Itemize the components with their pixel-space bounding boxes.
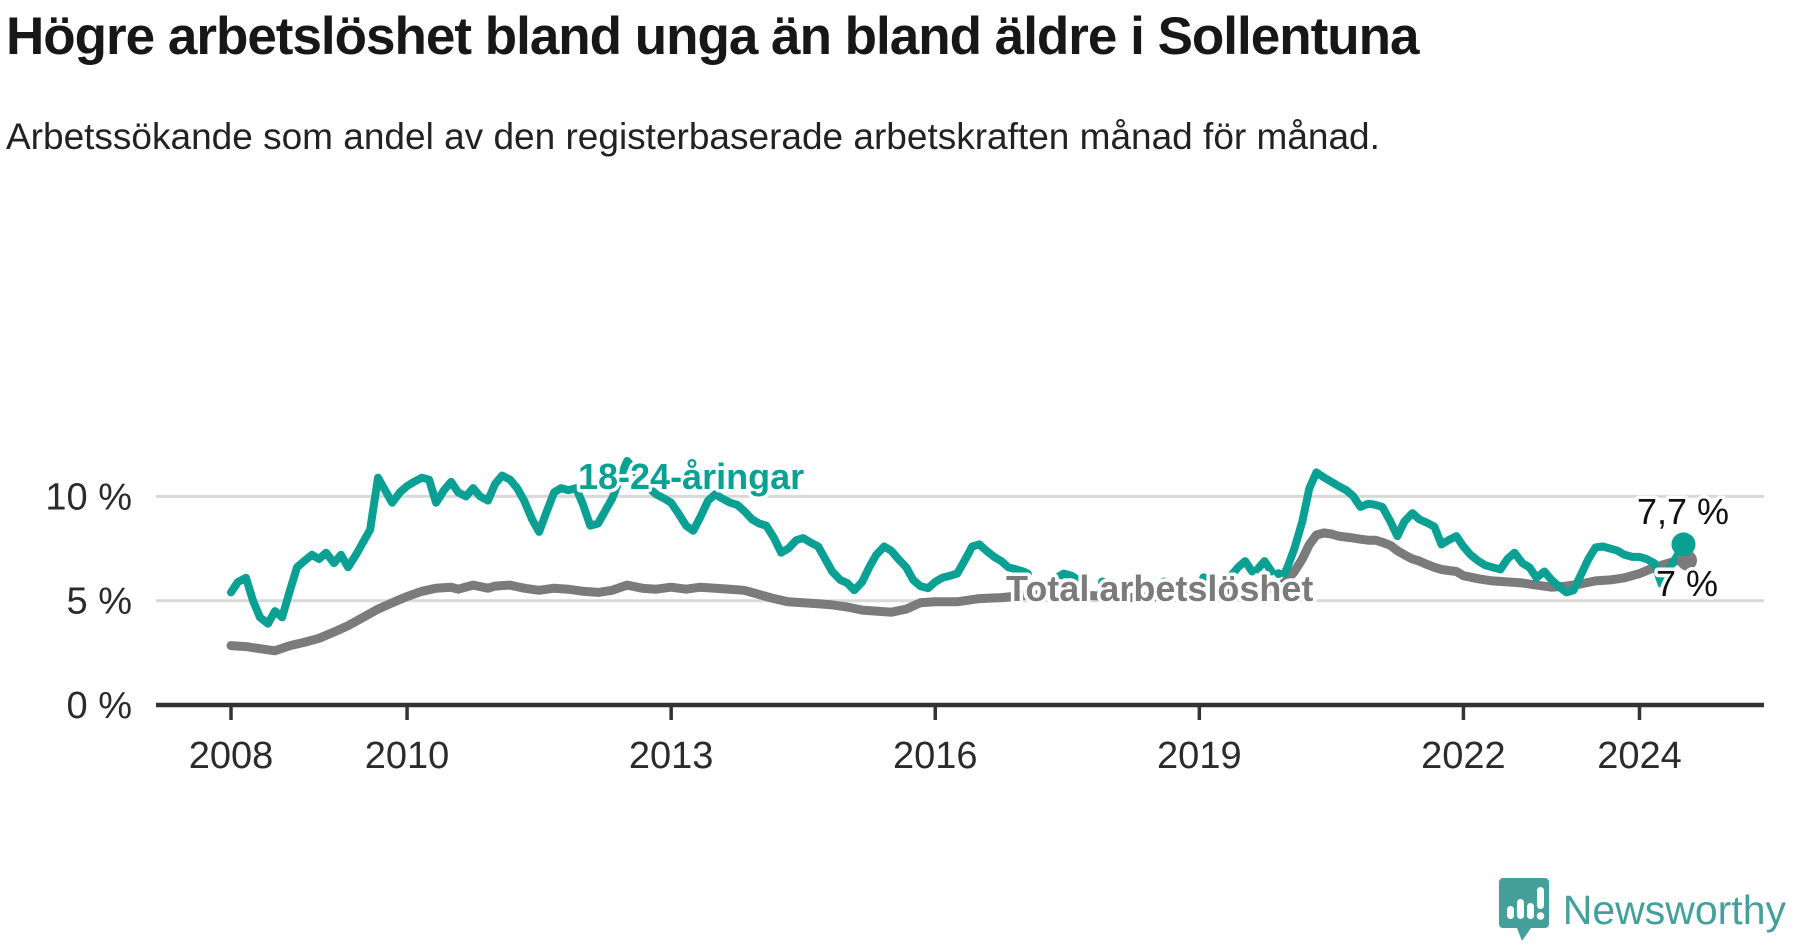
x-tick-label-2022: 2022 [1421, 735, 1506, 777]
dot-youth-sparse-1 [1124, 579, 1134, 589]
x-tick-label-2010: 2010 [365, 735, 450, 777]
line-youth-segment-0 [227, 457, 1032, 628]
dot-youth-sparse-0 [1097, 577, 1107, 587]
y-tick-label-5: 5 % [67, 581, 132, 623]
line-total-segment-0 [226, 528, 1688, 656]
x-tick-label-2008: 2008 [189, 735, 274, 777]
line-youth-segment-4 [1280, 468, 1688, 597]
newsworthy-speech-bubble-chart-icon [1498, 878, 1549, 941]
end-dot-youth [1671, 532, 1696, 557]
series-label-youth: 18-24-åringar [578, 456, 804, 497]
line-youth-segment-1 [1052, 569, 1082, 584]
x-tick-label-2024: 2024 [1597, 735, 1682, 777]
x-tick-label-2016: 2016 [893, 735, 978, 777]
x-tick-label-2013: 2013 [629, 735, 714, 777]
newsworthy-logo[interactable]: Newsworthy [1498, 878, 1786, 942]
dot-youth-sparse-3 [1199, 573, 1209, 583]
y-tick-label-10: 10 % [45, 476, 132, 518]
series-label-total: Total arbetslöshet [1006, 568, 1313, 609]
end-value-label-total: 7 % [1656, 563, 1718, 604]
dot-youth-sparse-4 [1274, 569, 1284, 579]
chart-subtitle: Arbetssökande som andel av den registerb… [6, 116, 1380, 157]
end-value-label-youth: 7,7 % [1637, 491, 1729, 532]
chart-header: Högre arbetslöshet bland unga än bland ä… [6, 6, 1466, 162]
dot-youth-sparse-2 [1159, 577, 1169, 587]
line-youth-segment-3 [1253, 557, 1276, 576]
x-tick-label-2019: 2019 [1157, 735, 1242, 777]
page-title: Högre arbetslöshet bland unga än bland ä… [6, 7, 1419, 66]
y-tick-label-0: 0 % [67, 685, 132, 727]
newsworthy-logo-text: Newsworthy [1562, 886, 1786, 933]
line-youth-segment-2 [1227, 557, 1257, 580]
